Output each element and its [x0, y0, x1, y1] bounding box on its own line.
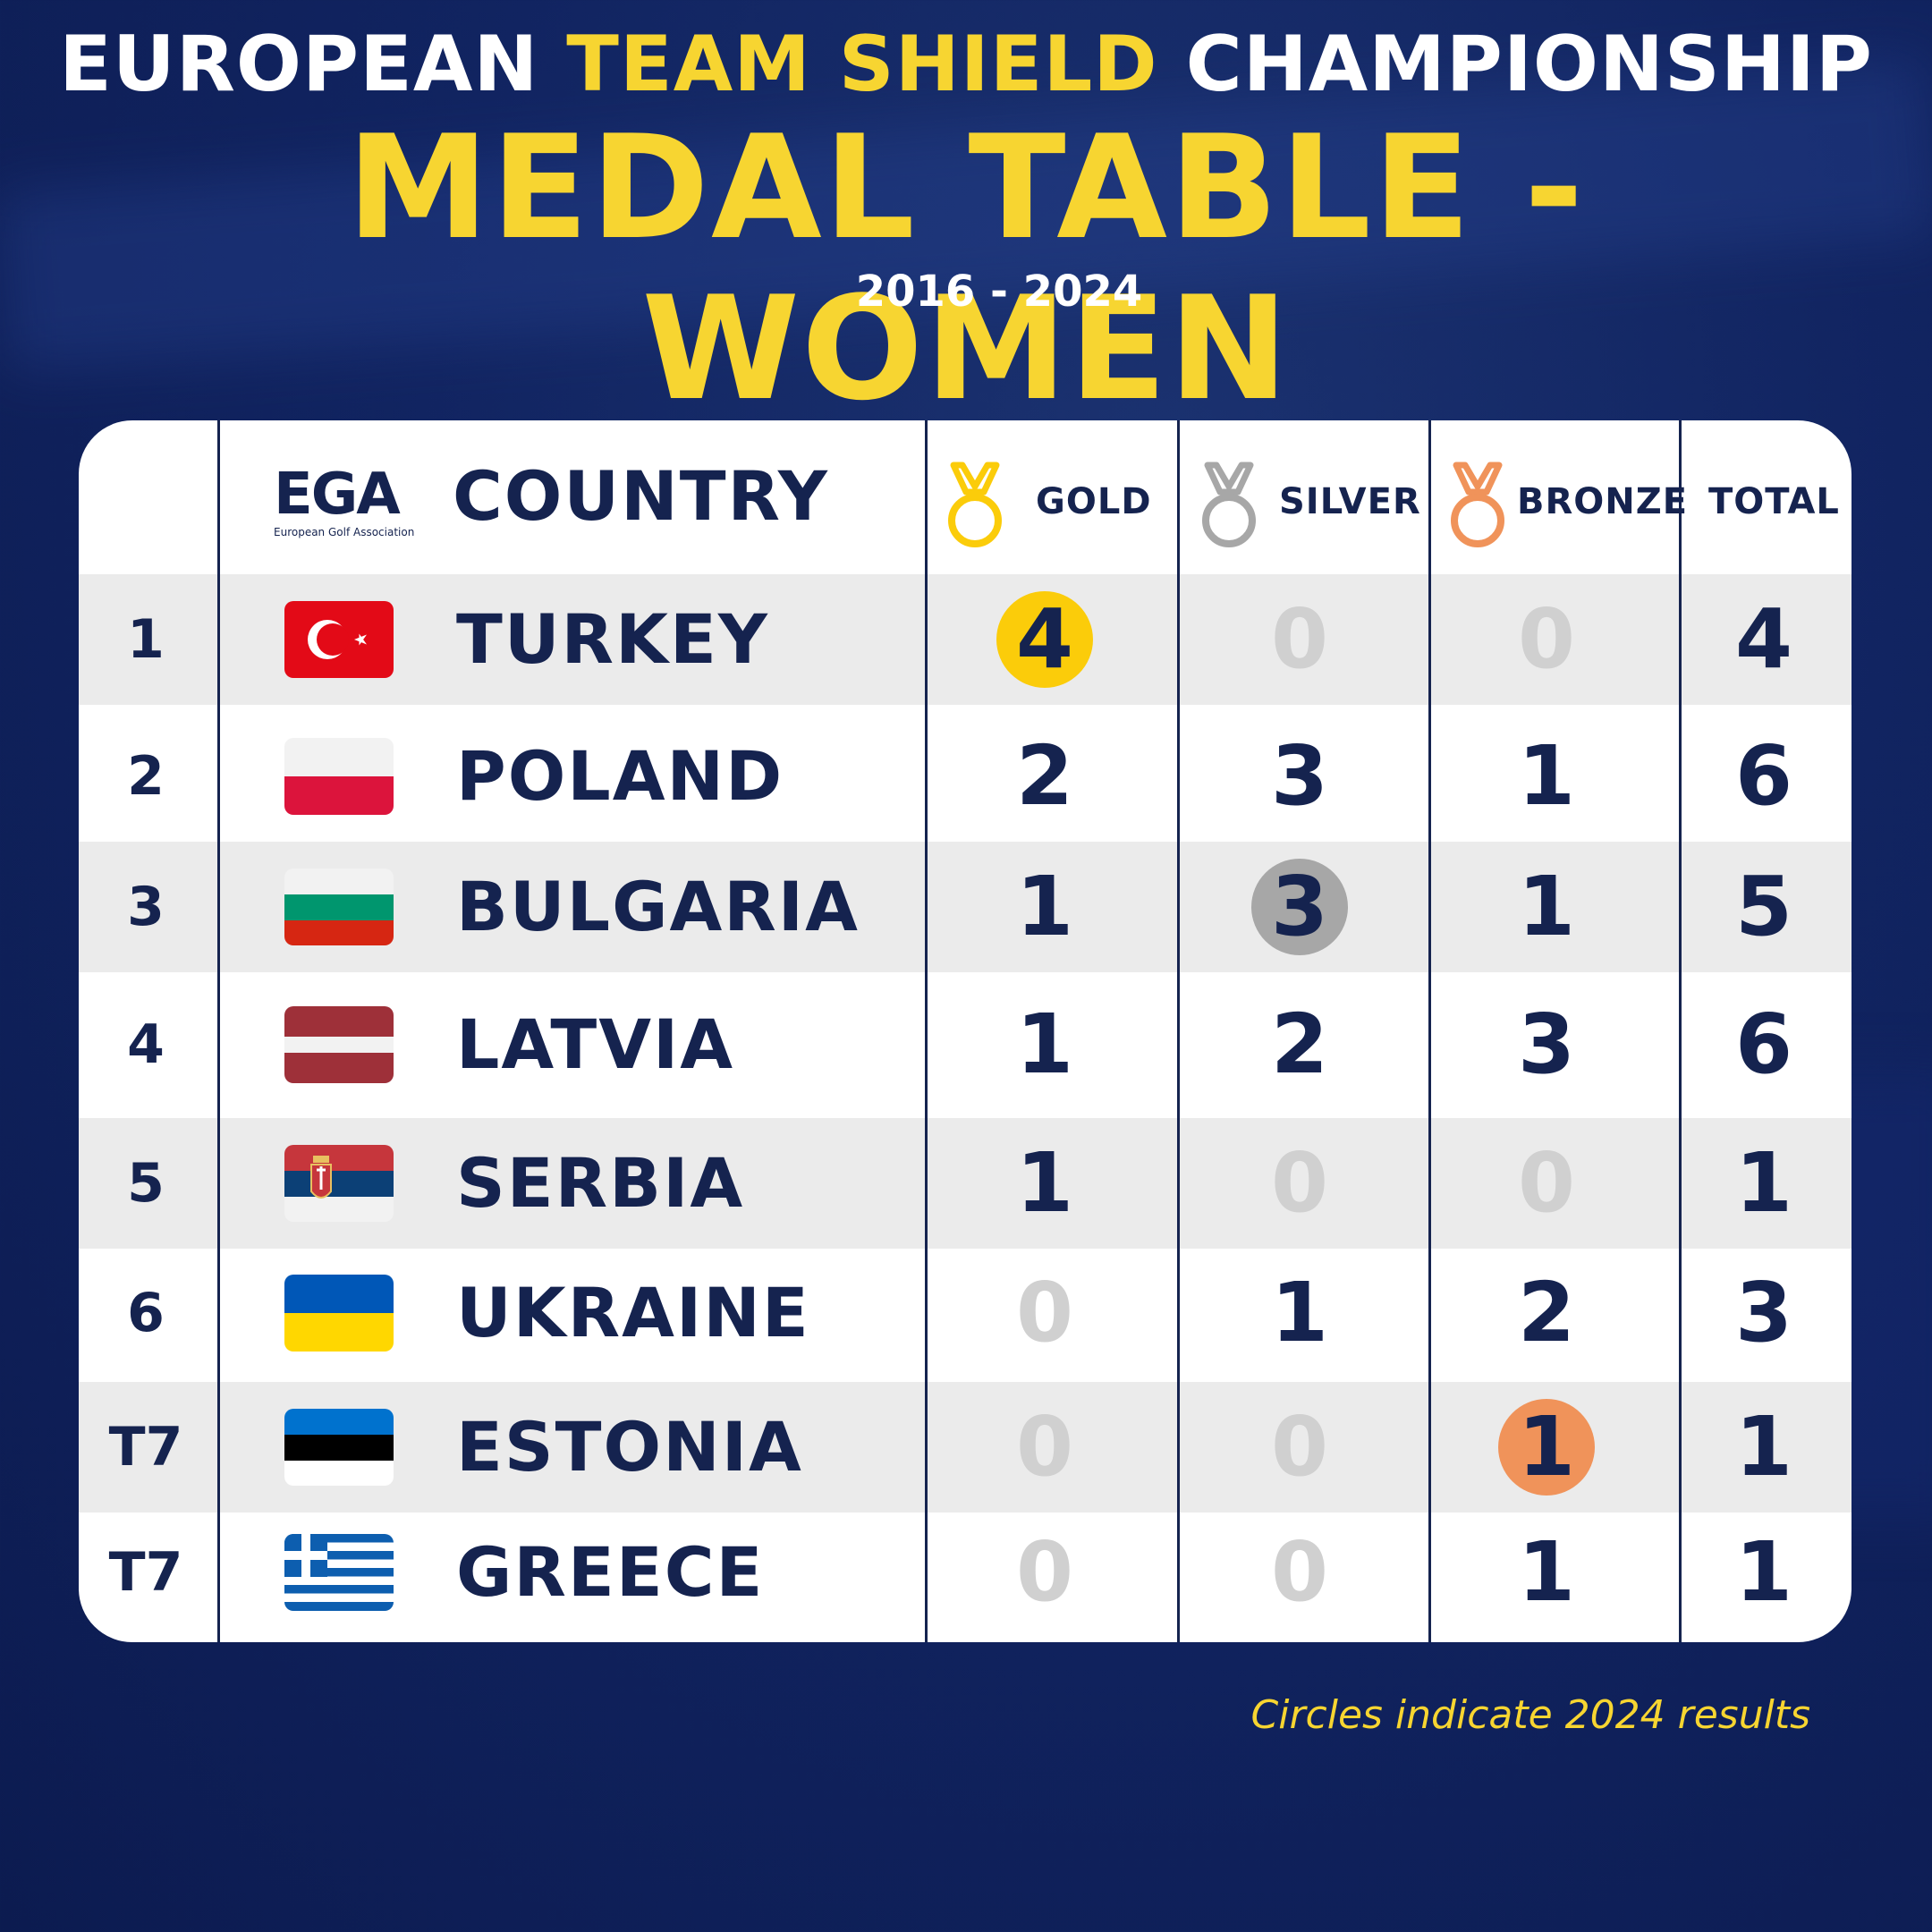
silver-count: 0: [1270, 1524, 1328, 1620]
turkey-flag: [284, 601, 394, 678]
total-header: TOTAL: [1708, 481, 1840, 522]
gold-2024-highlight-circle: [996, 591, 1093, 688]
ega-logo: EGA European Golf Association: [274, 462, 414, 542]
silver-count: 0: [1270, 591, 1328, 687]
gold-count: 4: [1015, 591, 1073, 687]
latvia-flag: [284, 1006, 394, 1083]
gold-count: 2: [1015, 728, 1073, 824]
estonia-flag: [284, 1409, 394, 1486]
total-count: 6: [1734, 728, 1792, 824]
total-count: 3: [1734, 1265, 1792, 1360]
year-range: 2016 - 2024: [855, 267, 1143, 317]
country-name: SERBIA: [456, 1143, 745, 1223]
poland-flag: [284, 738, 394, 815]
column-divider: [1679, 420, 1682, 1642]
rank-cell: 1: [127, 608, 165, 671]
serbia-flag: [284, 1145, 394, 1222]
title-highlight: TEAM SHIELD: [566, 20, 1158, 109]
gold-count: 1: [1015, 1135, 1073, 1231]
gold-count: 1: [1015, 859, 1073, 954]
total-count: 6: [1734, 996, 1792, 1092]
country-name: BULGARIA: [456, 867, 860, 946]
silver-count: 2: [1270, 996, 1328, 1092]
silver-header: SILVER: [1279, 481, 1421, 522]
country-name: TURKEY: [456, 599, 769, 679]
gold-medal-icon: [948, 462, 1002, 547]
title-line-1: EUROPEAN TEAM SHIELD CHAMPIONSHIP: [59, 20, 1873, 109]
bronze-header: BRONZE: [1517, 481, 1689, 522]
silver-count: 0: [1270, 1135, 1328, 1231]
total-count: 4: [1734, 591, 1792, 687]
rank-cell: T7: [108, 1541, 183, 1604]
greece-flag: [284, 1534, 394, 1611]
country-name: POLAND: [456, 736, 784, 816]
bronze-count: 3: [1517, 996, 1575, 1092]
rank-cell: 4: [127, 1013, 165, 1076]
gold-count: 0: [1015, 1524, 1073, 1620]
logo-text: EGA: [274, 462, 401, 528]
rank-cell: 6: [127, 1282, 165, 1344]
country-name: ESTONIA: [456, 1407, 803, 1487]
bronze-count: 2: [1517, 1265, 1575, 1360]
bronze-count: 0: [1517, 591, 1575, 687]
total-count: 1: [1734, 1524, 1792, 1620]
logo-subtext: European Golf Association: [274, 526, 415, 538]
medal-table: EGA European Golf Association COUNTRY GO…: [79, 420, 1852, 1642]
country-header: COUNTRY: [453, 456, 829, 536]
gold-count: 1: [1015, 996, 1073, 1092]
gold-header: GOLD: [1036, 481, 1152, 522]
total-count: 1: [1734, 1399, 1792, 1495]
rank-cell: 5: [127, 1152, 165, 1215]
silver-2024-highlight-circle: [1251, 859, 1348, 955]
silver-count: 0: [1270, 1399, 1328, 1495]
footnote: Circles indicate 2024 results: [1250, 1692, 1811, 1738]
ukraine-flag: [284, 1275, 394, 1352]
bronze-count: 0: [1517, 1135, 1575, 1231]
rank-cell: 2: [127, 745, 165, 808]
bronze-medal-icon: [1451, 462, 1504, 547]
column-divider: [1177, 420, 1180, 1642]
silver-count: 3: [1270, 728, 1328, 824]
rank-cell: T7: [108, 1416, 183, 1479]
country-name: LATVIA: [456, 1004, 735, 1084]
bronze-count: 1: [1517, 859, 1575, 954]
bronze-2024-highlight-circle: [1498, 1399, 1595, 1496]
country-name: UKRAINE: [456, 1273, 810, 1352]
column-divider: [925, 420, 928, 1642]
column-divider: [1428, 420, 1431, 1642]
silver-medal-icon: [1202, 462, 1256, 547]
total-count: 5: [1734, 859, 1792, 954]
column-divider: [217, 420, 220, 1642]
bulgaria-flag: [284, 869, 394, 945]
gold-count: 0: [1015, 1399, 1073, 1495]
bronze-count: 1: [1517, 1399, 1575, 1495]
gold-count: 0: [1015, 1265, 1073, 1360]
country-name: GREECE: [456, 1532, 765, 1612]
bronze-count: 1: [1517, 1524, 1575, 1620]
silver-count: 3: [1270, 859, 1328, 954]
silver-count: 1: [1270, 1265, 1328, 1360]
rank-cell: 3: [127, 876, 165, 938]
total-count: 1: [1734, 1135, 1792, 1231]
bronze-count: 1: [1517, 728, 1575, 824]
page-title: MEDAL TABLE - WOMEN: [346, 104, 1586, 432]
